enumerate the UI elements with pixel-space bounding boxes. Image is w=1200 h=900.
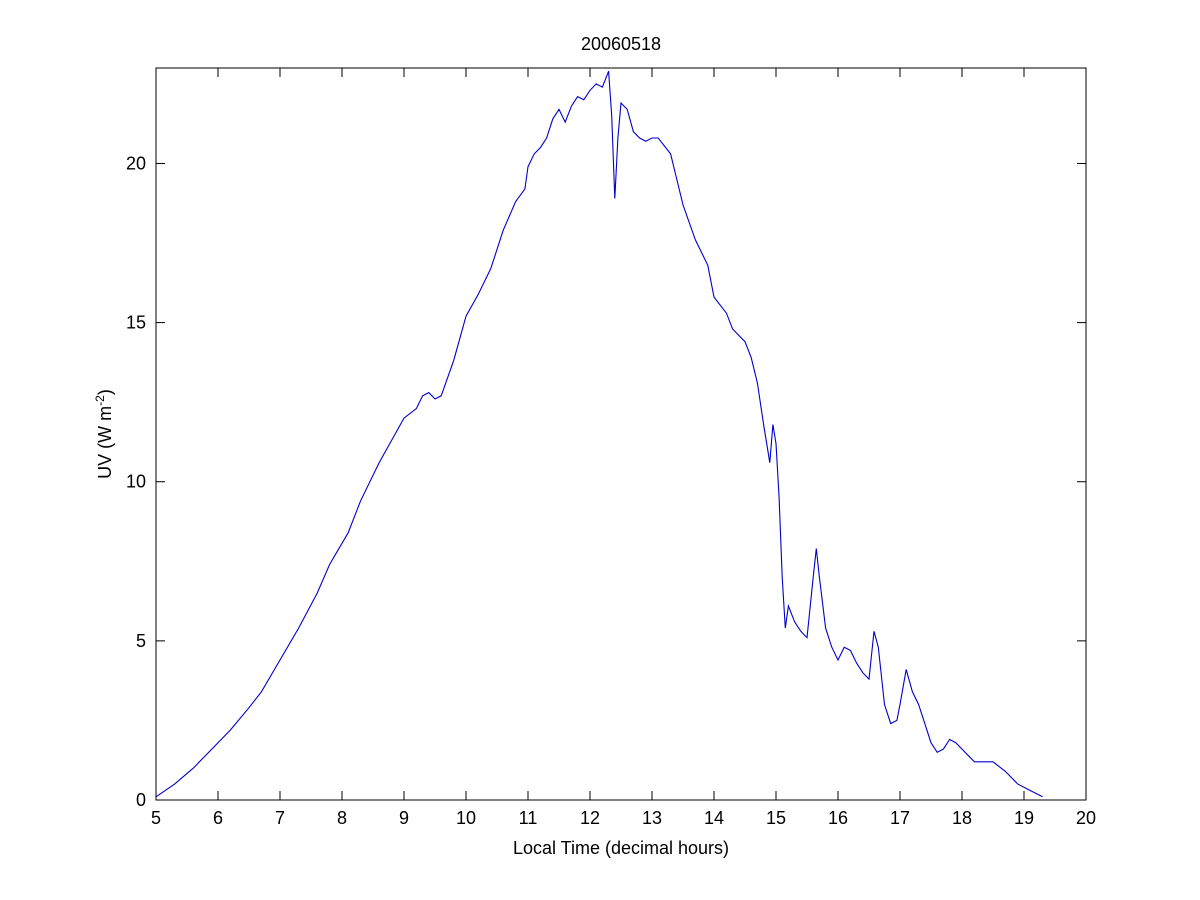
uv-series-line: [155, 71, 1043, 798]
x-tick-label-20: 20: [1076, 808, 1096, 828]
y-axis-label: UV (W m-2): [93, 389, 115, 479]
chart-title: 20060518: [581, 34, 661, 54]
y-axis-label-text: UV (W m: [95, 406, 115, 479]
y-axis-label-close: ): [95, 389, 115, 395]
plot-area: [155, 67, 1087, 801]
x-tick-label-7: 7: [275, 808, 285, 828]
x-tick-label-18: 18: [952, 808, 972, 828]
x-tick-label-9: 9: [399, 808, 409, 828]
x-tick-label-10: 10: [456, 808, 476, 828]
x-tick-label-8: 8: [337, 808, 347, 828]
x-tick-label-14: 14: [704, 808, 724, 828]
x-tick-label-16: 16: [828, 808, 848, 828]
x-tick-label-13: 13: [642, 808, 662, 828]
x-tick-label-6: 6: [213, 808, 223, 828]
y-tick-label-20: 20: [126, 153, 146, 173]
x-tick-label-15: 15: [766, 808, 786, 828]
x-tick-label-11: 11: [519, 808, 538, 828]
x-ticks: 5 6 7 8 9 10 11 12 13 14 15 16 17 18 19 20: [151, 68, 1096, 828]
x-axis-label: Local Time (decimal hours): [513, 838, 729, 858]
y-tick-label-15: 15: [126, 313, 146, 333]
y-ticks: 0 5 10 15 20: [126, 153, 1086, 810]
x-tick-label-12: 12: [580, 808, 600, 828]
y-tick-label-5: 5: [136, 631, 146, 651]
y-tick-label-10: 10: [126, 472, 146, 492]
y-tick-label-0: 0: [136, 790, 146, 810]
x-tick-label-5: 5: [151, 808, 161, 828]
x-tick-label-19: 19: [1014, 808, 1034, 828]
x-tick-label-17: 17: [890, 808, 910, 828]
y-axis-label-exponent: -2: [93, 395, 107, 406]
